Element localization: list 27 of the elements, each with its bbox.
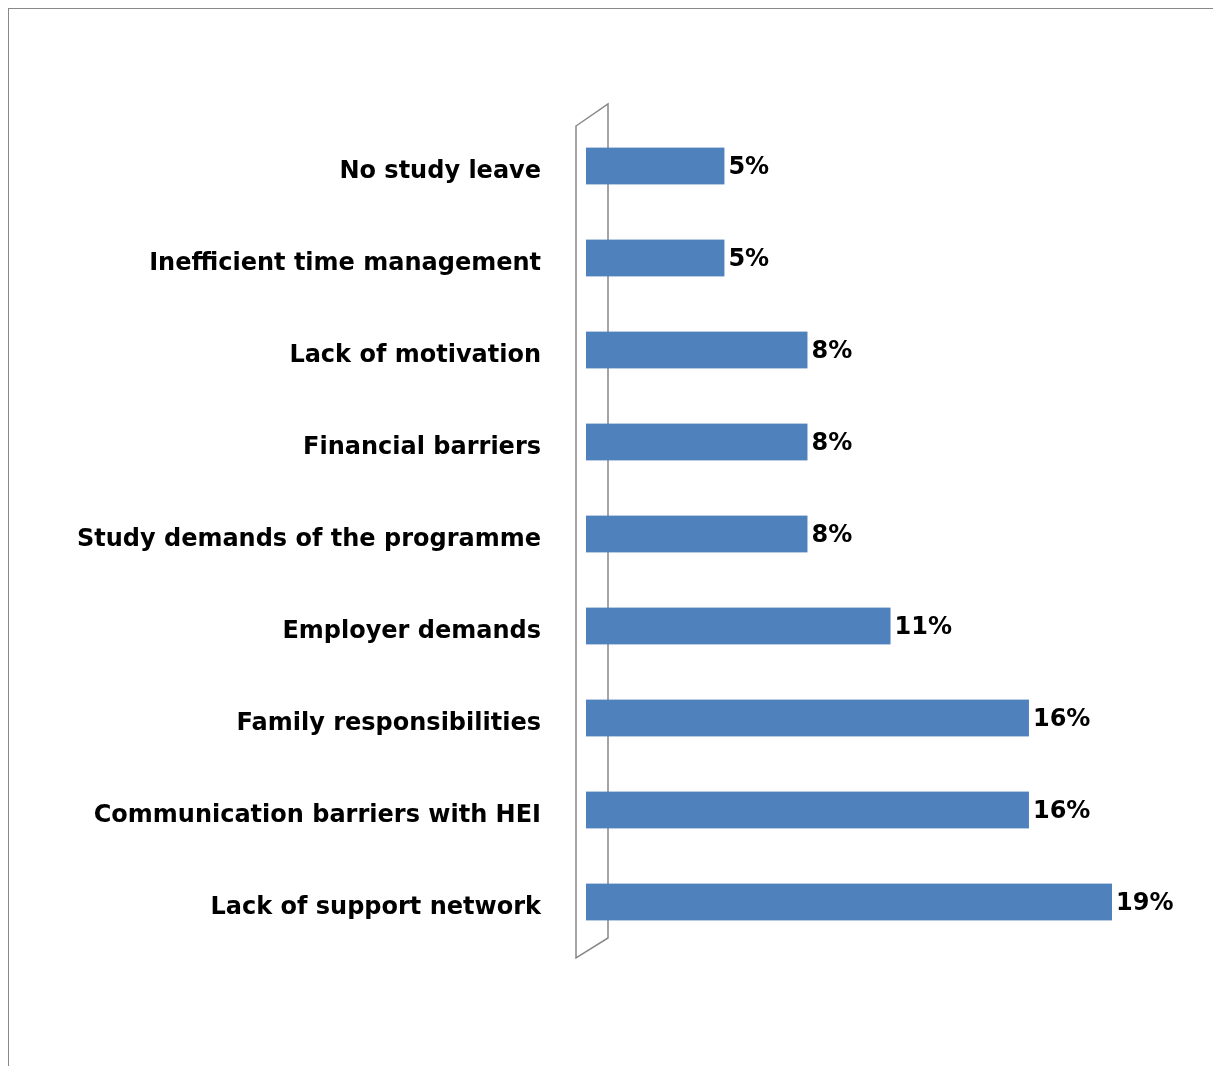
y-tick-label: Employer demands [282, 616, 541, 644]
y-tick-label: No study leave [339, 156, 541, 184]
data-label: 8% [811, 336, 853, 364]
bar [586, 147, 725, 185]
data-label: 5% [728, 152, 770, 180]
bar [586, 239, 725, 277]
y-tick-label: Inefficient time management [149, 248, 541, 276]
data-label: 11% [894, 612, 952, 640]
data-label: 19% [1116, 888, 1174, 916]
y-tick-label: Financial barriers [303, 432, 541, 460]
bar [586, 791, 1029, 829]
y-tick-label: Lack of support network [210, 892, 543, 920]
data-label: 16% [1032, 704, 1091, 732]
bar [586, 331, 808, 369]
bar [586, 515, 808, 553]
bar [586, 607, 891, 645]
bar [586, 423, 808, 461]
data-label: 8% [811, 520, 853, 548]
y-tick-label: Study demands of the programme [76, 524, 541, 552]
bar [586, 883, 1112, 921]
data-label: 16% [1032, 796, 1091, 824]
data-label: 8% [811, 428, 853, 456]
y-tick-label: Family responsibilities [236, 708, 541, 736]
y-tick-label: Lack of motivation [289, 340, 541, 368]
y-tick-label: Communication barriers with HEI [93, 800, 541, 828]
bar [586, 699, 1029, 737]
data-label: 5% [728, 244, 770, 272]
